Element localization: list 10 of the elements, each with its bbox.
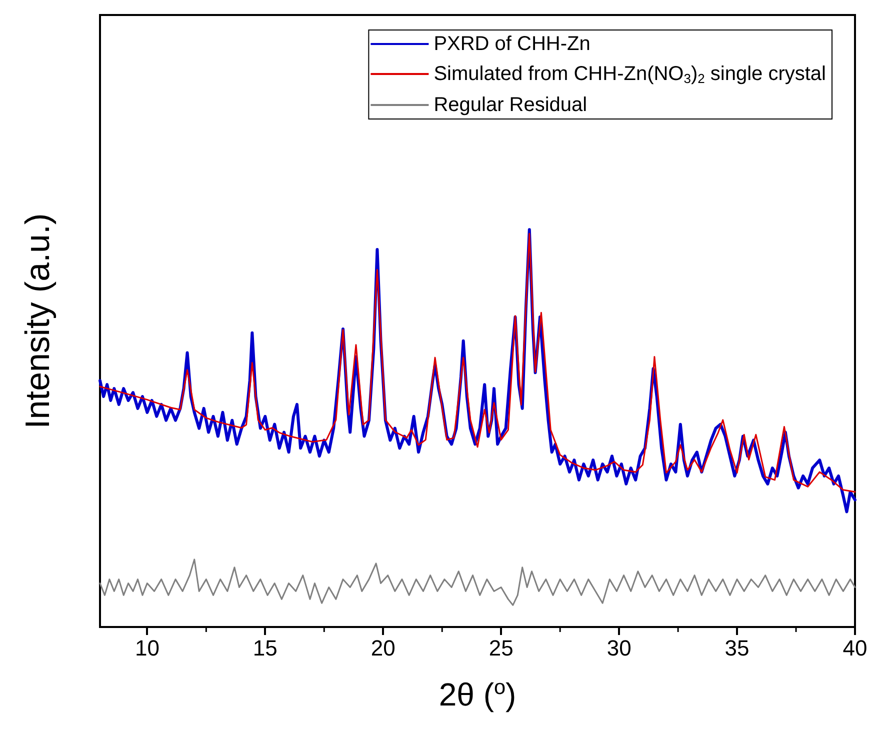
x-tick-label: 15 bbox=[252, 636, 278, 660]
x-tick-label: 10 bbox=[134, 636, 160, 660]
x-tick-label: 25 bbox=[488, 636, 514, 660]
x-tick-label: 30 bbox=[606, 636, 632, 660]
x-tick-label: 20 bbox=[370, 636, 396, 660]
y-axis-title: Intensity (a.u.) bbox=[19, 213, 57, 429]
legend-label: PXRD of CHH-Zn bbox=[434, 33, 590, 55]
legend-label: Regular Residual bbox=[434, 94, 588, 116]
x-tick-label: 35 bbox=[724, 636, 750, 660]
x-tick-label: 40 bbox=[842, 636, 868, 660]
